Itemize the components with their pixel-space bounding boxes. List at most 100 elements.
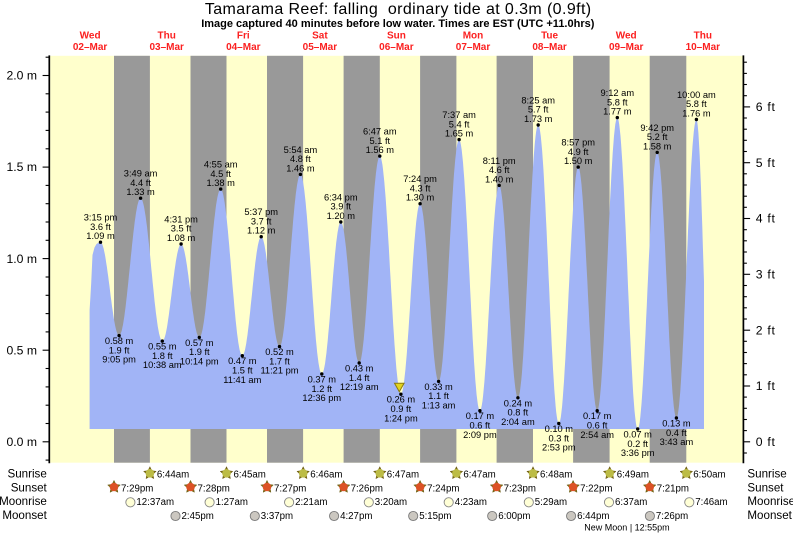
svg-text:4:23am: 4:23am (455, 497, 487, 508)
svg-text:4.5 ft: 4.5 ft (210, 169, 231, 179)
svg-text:1 ft: 1 ft (756, 379, 776, 393)
svg-text:0.17 m: 0.17 m (583, 411, 612, 421)
svg-text:6:44pm: 6:44pm (577, 511, 609, 522)
svg-text:Sunrise: Sunrise (747, 468, 786, 481)
svg-text:0.6 ft: 0.6 ft (470, 421, 491, 431)
svg-text:1.08 m: 1.08 m (167, 233, 196, 243)
svg-text:0.58 m: 0.58 m (105, 336, 134, 346)
svg-text:1.09 m: 1.09 m (86, 231, 115, 241)
svg-text:1.40 m: 1.40 m (485, 174, 514, 184)
svg-text:0.47 m: 0.47 m (228, 356, 257, 366)
svg-text:1.5 m: 1.5 m (7, 160, 37, 174)
svg-text:5:29am: 5:29am (535, 497, 567, 508)
svg-text:2 ft: 2 ft (756, 323, 776, 337)
svg-text:09–Mar: 09–Mar (609, 42, 644, 53)
svg-text:2:45pm: 2:45pm (182, 511, 214, 522)
svg-text:6:47am: 6:47am (387, 470, 419, 481)
svg-text:3.5 ft: 3.5 ft (171, 224, 192, 234)
svg-text:2:54 am: 2:54 am (580, 430, 614, 440)
svg-text:3 ft: 3 ft (756, 267, 776, 281)
svg-text:1.2 ft: 1.2 ft (311, 384, 332, 394)
svg-text:0.37 m: 0.37 m (308, 375, 337, 385)
svg-text:0.26 m: 0.26 m (387, 395, 416, 405)
svg-text:1.50 m: 1.50 m (564, 156, 593, 166)
svg-text:Thu: Thu (158, 31, 176, 42)
svg-text:1.77 m: 1.77 m (603, 107, 632, 117)
svg-text:5.7 ft: 5.7 ft (528, 105, 549, 115)
svg-text:Sunset: Sunset (747, 481, 784, 494)
svg-text:7:23pm: 7:23pm (504, 483, 536, 494)
svg-text:1.30 m: 1.30 m (406, 193, 435, 203)
svg-text:7:22pm: 7:22pm (580, 483, 612, 494)
svg-text:2:21am: 2:21am (295, 497, 327, 508)
svg-text:2:53 pm: 2:53 pm (542, 443, 576, 453)
svg-text:6:00pm: 6:00pm (498, 511, 530, 522)
svg-text:1.58 m: 1.58 m (643, 141, 672, 151)
svg-text:7:26pm: 7:26pm (656, 511, 688, 522)
svg-text:6:48am: 6:48am (540, 470, 572, 481)
svg-text:4:27pm: 4:27pm (340, 511, 372, 522)
svg-text:1.4 ft: 1.4 ft (349, 373, 370, 383)
svg-text:10–Mar: 10–Mar (686, 42, 721, 53)
svg-text:12:36 pm: 12:36 pm (302, 393, 341, 403)
svg-text:Mon: Mon (463, 31, 484, 42)
svg-text:1.76 m: 1.76 m (682, 109, 711, 119)
svg-text:11:21 pm: 11:21 pm (260, 366, 298, 376)
svg-text:6:46am: 6:46am (310, 470, 342, 481)
svg-text:0.24 m: 0.24 m (504, 398, 533, 408)
svg-text:3:15 pm: 3:15 pm (84, 213, 118, 223)
svg-text:7:27pm: 7:27pm (274, 483, 306, 494)
svg-text:1.8 ft: 1.8 ft (152, 351, 173, 361)
svg-text:4 ft: 4 ft (756, 212, 776, 226)
svg-text:1.38 m: 1.38 m (206, 178, 235, 188)
svg-text:Tue: Tue (541, 31, 558, 42)
svg-text:08–Mar: 08–Mar (532, 42, 567, 53)
svg-text:0.9 ft: 0.9 ft (391, 404, 412, 414)
svg-text:Tamarama Reef: falling ordina: Tamarama Reef: falling ordinary tide at … (205, 1, 592, 18)
svg-text:12:37am: 12:37am (136, 497, 174, 508)
svg-text:6:47 am: 6:47 am (363, 127, 397, 137)
svg-text:Sunset: Sunset (11, 481, 48, 494)
svg-text:6 ft: 6 ft (756, 100, 776, 114)
svg-text:07–Mar: 07–Mar (456, 42, 491, 53)
svg-text:7:29pm: 7:29pm (121, 483, 153, 494)
svg-text:5.4 ft: 5.4 ft (449, 119, 470, 129)
svg-text:1.46 m: 1.46 m (286, 163, 315, 173)
svg-text:0.33 m: 0.33 m (424, 382, 453, 392)
svg-text:5:15pm: 5:15pm (419, 511, 451, 522)
svg-text:Moonset: Moonset (2, 509, 47, 522)
svg-text:Image captured 40 minutes befo: Image captured 40 minutes before low wat… (201, 18, 595, 30)
svg-text:3:37pm: 3:37pm (261, 511, 293, 522)
svg-text:0.43 m: 0.43 m (345, 364, 374, 374)
svg-text:Sunrise: Sunrise (7, 468, 46, 481)
svg-text:5 ft: 5 ft (756, 156, 776, 170)
svg-text:Sat: Sat (312, 31, 328, 42)
svg-text:5.2 ft: 5.2 ft (647, 132, 668, 142)
svg-text:4.3 ft: 4.3 ft (410, 183, 431, 193)
svg-text:0.07 m: 0.07 m (623, 430, 652, 440)
svg-text:3:43 am: 3:43 am (660, 437, 694, 447)
svg-text:0.2 ft: 0.2 ft (627, 439, 648, 449)
svg-text:6:49am: 6:49am (617, 470, 649, 481)
svg-text:4.8 ft: 4.8 ft (290, 154, 311, 164)
svg-text:7:37 am: 7:37 am (442, 110, 476, 120)
svg-text:4.6 ft: 4.6 ft (489, 165, 510, 175)
svg-text:7:26pm: 7:26pm (351, 483, 383, 494)
svg-text:5.8 ft: 5.8 ft (607, 97, 628, 107)
svg-text:02–Mar: 02–Mar (73, 42, 108, 53)
svg-text:6:34 pm: 6:34 pm (324, 192, 358, 202)
svg-text:0 ft: 0 ft (756, 435, 776, 449)
svg-text:4:55 am: 4:55 am (204, 160, 238, 170)
svg-text:1.73 m: 1.73 m (524, 114, 553, 124)
svg-text:0.57 m: 0.57 m (185, 338, 214, 348)
svg-text:Moonrise: Moonrise (747, 495, 793, 508)
svg-text:3:20am: 3:20am (375, 497, 407, 508)
svg-text:7:21pm: 7:21pm (657, 483, 689, 494)
svg-text:0.3 ft: 0.3 ft (548, 433, 569, 443)
svg-text:5:37 pm: 5:37 pm (244, 207, 278, 217)
svg-text:10:38 am: 10:38 am (143, 360, 182, 370)
svg-text:04–Mar: 04–Mar (226, 42, 261, 53)
svg-text:5:54 am: 5:54 am (284, 145, 318, 155)
svg-text:3:49 am: 3:49 am (124, 169, 158, 179)
svg-text:4.4 ft: 4.4 ft (130, 178, 151, 188)
